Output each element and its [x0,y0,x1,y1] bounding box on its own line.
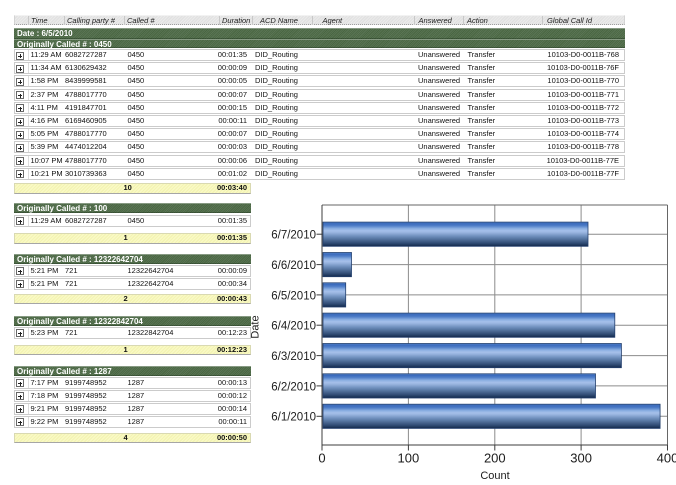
svg-text:200: 200 [484,451,506,466]
svg-text:6/4/2010: 6/4/2010 [271,321,316,333]
svg-text:6/7/2010: 6/7/2010 [271,230,316,242]
svg-text:0: 0 [318,451,325,466]
svg-text:400: 400 [657,451,676,466]
svg-text:6/5/2010: 6/5/2010 [271,290,316,302]
svg-text:300: 300 [570,451,592,466]
svg-text:6/1/2010: 6/1/2010 [271,412,316,424]
svg-text:6/2/2010: 6/2/2010 [271,381,316,393]
svg-text:Date: Date [250,315,262,338]
svg-text:Count: Count [480,470,509,482]
svg-text:6/6/2010: 6/6/2010 [271,260,316,272]
svg-text:6/3/2010: 6/3/2010 [271,351,316,363]
svg-text:100: 100 [398,451,420,466]
